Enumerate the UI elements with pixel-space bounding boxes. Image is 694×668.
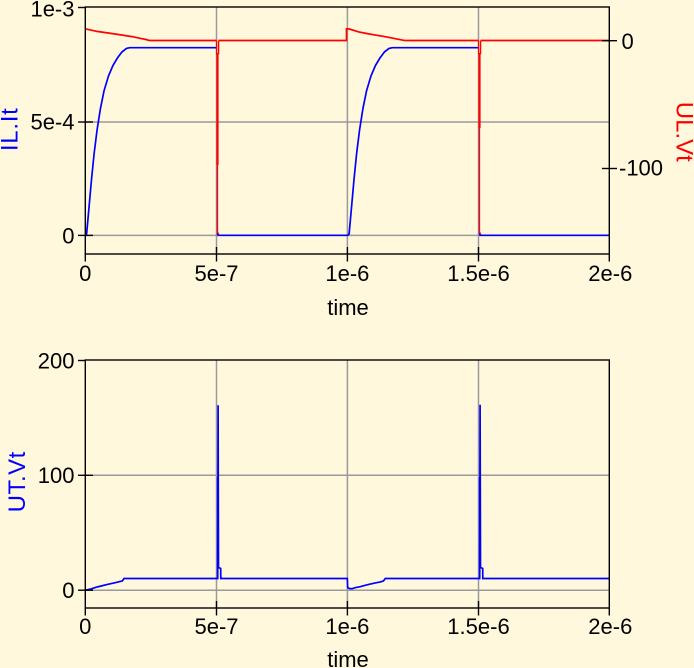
svg-text:-100: -100 — [619, 155, 663, 180]
svg-text:IL.It: IL.It — [0, 108, 24, 152]
svg-text:200: 200 — [38, 349, 75, 374]
svg-text:1e-6: 1e-6 — [325, 261, 369, 286]
svg-text:0: 0 — [62, 224, 74, 249]
svg-text:2e-6: 2e-6 — [588, 614, 632, 639]
svg-text:2e-6: 2e-6 — [588, 261, 632, 286]
svg-text:0: 0 — [79, 614, 91, 639]
svg-text:time: time — [327, 647, 369, 668]
svg-text:100: 100 — [38, 463, 75, 488]
svg-text:UL.Vt: UL.Vt — [671, 102, 694, 162]
svg-text:time: time — [327, 295, 369, 320]
svg-text:1e-3: 1e-3 — [30, 0, 74, 21]
svg-text:5e-4: 5e-4 — [30, 110, 74, 135]
svg-text:5e-7: 5e-7 — [194, 614, 238, 639]
svg-text:1.5e-6: 1.5e-6 — [447, 261, 509, 286]
svg-text:5e-7: 5e-7 — [194, 261, 238, 286]
svg-text:1.5e-6: 1.5e-6 — [447, 614, 509, 639]
svg-text:0: 0 — [79, 261, 91, 286]
svg-text:0: 0 — [622, 29, 634, 54]
svg-text:1e-6: 1e-6 — [325, 614, 369, 639]
svg-text:UT.Vt: UT.Vt — [4, 451, 31, 512]
svg-text:0: 0 — [62, 578, 74, 603]
